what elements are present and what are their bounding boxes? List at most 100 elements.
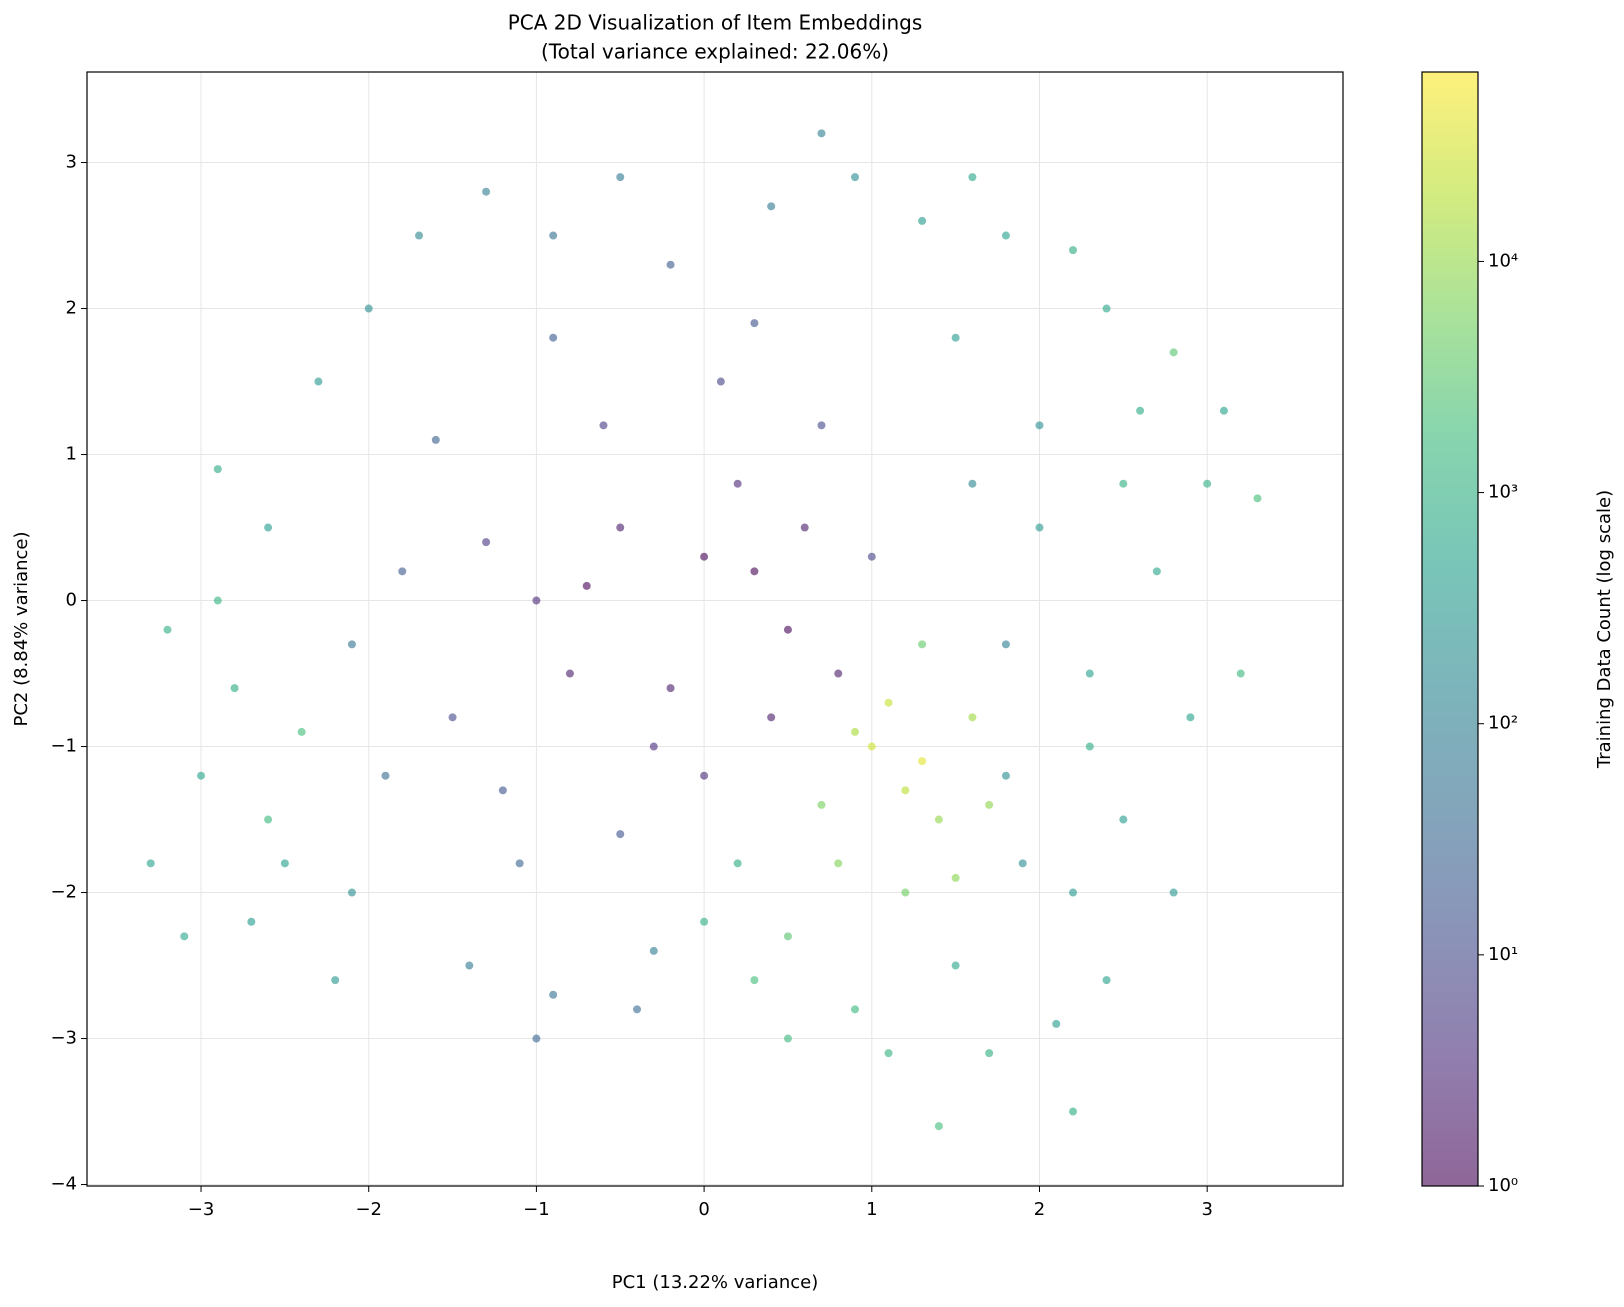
point [851, 727, 860, 736]
point [1069, 246, 1078, 255]
point [616, 830, 625, 839]
point [1035, 523, 1044, 532]
point [851, 173, 860, 182]
point [1085, 669, 1094, 678]
point [767, 202, 776, 211]
point [951, 873, 960, 882]
point [549, 990, 558, 999]
point [767, 713, 776, 722]
y-tick-label: 1 [66, 444, 77, 465]
point [1136, 406, 1145, 415]
point [901, 888, 910, 897]
y-tick-label: 0 [66, 590, 77, 611]
point [1069, 888, 1078, 897]
x-tick-label: 0 [698, 1199, 709, 1220]
point [482, 538, 491, 547]
point [398, 567, 407, 576]
plot-frame [86, 71, 1344, 1187]
point [549, 333, 558, 342]
point [347, 640, 356, 649]
point [465, 961, 474, 970]
point [985, 800, 994, 809]
point [934, 815, 943, 824]
point [381, 771, 390, 780]
x-tick-label: −2 [355, 1199, 382, 1220]
point [1102, 304, 1111, 313]
point [230, 684, 239, 693]
point [565, 669, 574, 678]
point [985, 1049, 994, 1058]
point [834, 859, 843, 868]
x-tick-label: 3 [1201, 1199, 1212, 1220]
point [213, 465, 222, 474]
point [884, 698, 893, 707]
point [213, 596, 222, 605]
point [834, 669, 843, 678]
point [750, 319, 759, 328]
point [1001, 771, 1010, 780]
chart-title: PCA 2D Visualization of Item Embeddings [508, 11, 923, 35]
point [733, 859, 742, 868]
point [817, 800, 826, 809]
x-tick-label: −1 [523, 1199, 550, 1220]
y-tick-label: −4 [50, 1174, 77, 1195]
point [968, 479, 977, 488]
point [498, 786, 507, 795]
point [733, 479, 742, 488]
point [1219, 406, 1228, 415]
point [1169, 348, 1178, 357]
point [1152, 567, 1161, 576]
point [968, 173, 977, 182]
point [515, 859, 524, 868]
point [1001, 640, 1010, 649]
point [280, 859, 289, 868]
point [666, 260, 675, 269]
point [968, 713, 977, 722]
point [247, 917, 256, 926]
point [482, 187, 491, 196]
point [750, 567, 759, 576]
x-tick-label: 2 [1034, 1199, 1045, 1220]
point [532, 1034, 541, 1043]
point [431, 435, 440, 444]
point [700, 771, 709, 780]
point [364, 304, 373, 313]
x-tick-label: −3 [188, 1199, 215, 1220]
point [951, 961, 960, 970]
point [700, 917, 709, 926]
point [1119, 815, 1128, 824]
point [347, 888, 356, 897]
point [163, 625, 172, 634]
colorbar-tick-label: 10⁴ [1488, 250, 1518, 271]
point [616, 523, 625, 532]
point [264, 523, 273, 532]
point [1203, 479, 1212, 488]
point [649, 742, 658, 751]
y-tick-label: −2 [50, 882, 77, 903]
point [415, 231, 424, 240]
y-tick-label: 2 [66, 298, 77, 319]
point [1169, 888, 1178, 897]
colorbar-tick-label: 10² [1488, 713, 1518, 734]
point [582, 581, 591, 590]
point [1253, 494, 1262, 503]
x-tick-label: 1 [866, 1199, 877, 1220]
y-tick-label: −3 [50, 1028, 77, 1049]
point [918, 640, 927, 649]
point [918, 216, 927, 225]
point [599, 421, 608, 430]
y-tick-label: −1 [50, 736, 77, 757]
point [616, 173, 625, 182]
point [633, 1005, 642, 1014]
point [716, 377, 725, 386]
x-axis-label: PC1 (13.22% variance) [612, 1272, 819, 1293]
point [918, 757, 927, 766]
point [532, 596, 541, 605]
colorbar [1421, 71, 1479, 1187]
colorbar-tick-label: 10¹ [1488, 944, 1518, 965]
point [1236, 669, 1245, 678]
point [1069, 1107, 1078, 1116]
point [666, 684, 675, 693]
point [331, 976, 340, 985]
